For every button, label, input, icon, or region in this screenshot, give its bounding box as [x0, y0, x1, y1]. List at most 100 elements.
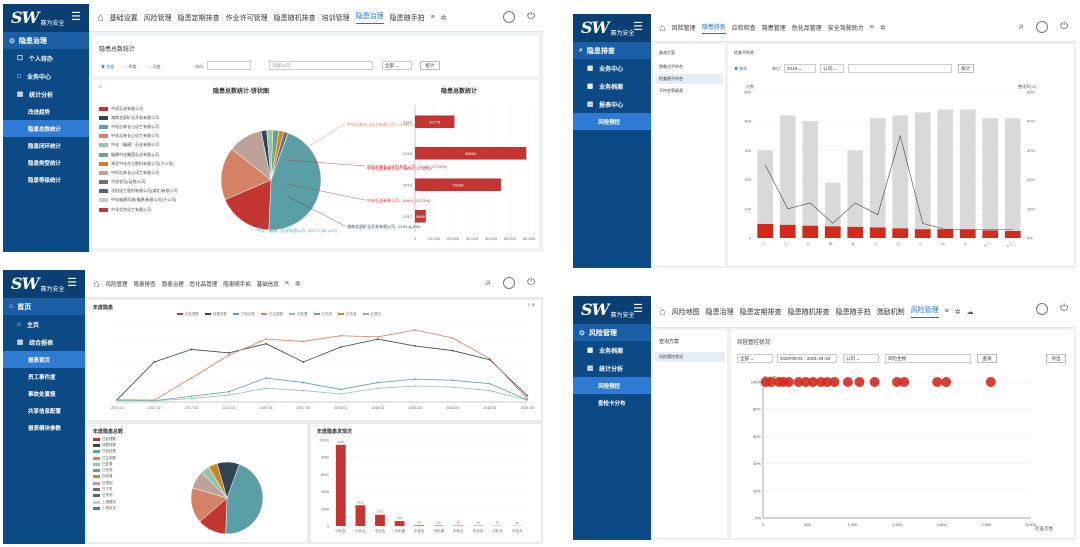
- sidebar-sub[interactable]: 改进趋势: [3, 103, 89, 120]
- power-icon[interactable]: ⏻: [1060, 21, 1068, 32]
- gear-icon[interactable]: ✲: [879, 24, 886, 32]
- org-input[interactable]: [848, 64, 952, 73]
- toolbox-icon[interactable]: ⇩ ⊕: [527, 302, 535, 307]
- radio-year[interactable]: ◉ 按年: [734, 66, 748, 71]
- nav-item[interactable]: 风险管理: [105, 281, 128, 288]
- date-range[interactable]: 2020-09-01 - 2021-04-16: [777, 354, 837, 363]
- sidebar-section[interactable]: ⊙ 风险管理: [573, 324, 651, 341]
- nav-item-active[interactable]: 隐患排查: [701, 22, 726, 34]
- sidebar-sub-active[interactable]: 隐患总数统计: [3, 120, 89, 137]
- legend-item[interactable]: 湖南北部矿业开发有限公司: [99, 113, 178, 122]
- scope-select[interactable]: 全部 ⌄: [382, 61, 412, 70]
- legend-item[interactable]: 中化北京化工有限公司: [99, 205, 178, 214]
- risk-select[interactable]: 风险生物: [885, 354, 971, 363]
- nav-item[interactable]: 隐患排查: [133, 281, 156, 288]
- search-icon[interactable]: ⌕: [1018, 21, 1025, 32]
- sidebar-item[interactable]: ▦ 业务档案: [573, 341, 651, 359]
- more-icon[interactable]: ≡: [869, 24, 874, 31]
- sidebar-item[interactable]: ▤ 统计分析: [573, 359, 651, 377]
- nav-item[interactable]: 应检检查: [731, 26, 756, 32]
- power-icon[interactable]: ⏻: [527, 277, 535, 288]
- legend-item[interactable]: 中科吉林长山化工有限公司: [99, 168, 178, 177]
- sidebar-item[interactable]: ☐ 个人待办: [3, 49, 89, 67]
- legend-item[interactable]: 已下发: [93, 486, 116, 492]
- search-icon[interactable]: ⌕: [485, 277, 492, 288]
- nav-item[interactable]: 安全驾驶助力: [827, 26, 864, 32]
- avatar[interactable]: [503, 11, 516, 23]
- legend-item[interactable]: 中化吉林长山化工有限公司: [99, 122, 178, 131]
- legend-item[interactable]: 沈阳化工股份有限公司(湖北)有限公司: [99, 187, 178, 196]
- legend-item[interactable]: 已关闭: [93, 493, 116, 499]
- sidebar-sub[interactable]: 隐患闭环统计: [3, 137, 89, 154]
- avatar[interactable]: [1036, 21, 1049, 33]
- nav-item[interactable]: 隐患随手拍: [389, 14, 425, 22]
- company-select[interactable]: 公司 ⌄: [820, 64, 844, 73]
- company-select[interactable]: 公司 ⌄: [843, 354, 879, 363]
- sidebar-item[interactable]: ▤ 报表中心: [573, 95, 651, 113]
- legend-item[interactable]: 已处置: [93, 461, 116, 467]
- sidebar-item[interactable]: ▤ 综合报表: [3, 333, 85, 351]
- nav-item[interactable]: 隐患管理: [761, 26, 786, 32]
- sidebar-item[interactable]: □ 业务中心: [3, 67, 89, 85]
- stat-button[interactable]: 统计: [420, 61, 440, 70]
- home-icon[interactable]: ⌂: [97, 11, 104, 24]
- nav-item[interactable]: 隐患随手拍: [835, 308, 871, 316]
- legend-item[interactable]: 待整改数: [93, 442, 116, 448]
- legend-item[interactable]: 待整改数: [205, 312, 227, 316]
- sidebar-sub[interactable]: 事故处置报: [3, 385, 85, 402]
- home-icon[interactable]: ⌂: [659, 305, 666, 318]
- gear-icon[interactable]: ✲: [294, 280, 301, 288]
- nav-item[interactable]: 风险管理: [671, 26, 696, 32]
- menu-icon[interactable]: ☰: [633, 303, 643, 315]
- legend-item[interactable]: 中化石油有限公司: [99, 104, 178, 113]
- nav-item[interactable]: 隐患治理: [705, 308, 734, 316]
- nav-item[interactable]: 风险管理: [143, 14, 172, 22]
- legend-item[interactable]: 已注销数: [93, 455, 116, 461]
- nav-item[interactable]: 隐患随机排查: [273, 14, 316, 22]
- sidebar-sub[interactable]: 共享信息配置: [3, 402, 85, 419]
- legend-item[interactable]: 中化农业(云南)公司: [99, 178, 178, 187]
- sidebar-sub-active[interactable]: 风险预控: [573, 113, 651, 130]
- legend-item[interactable]: 已注销数: [261, 312, 283, 316]
- legend-item[interactable]: 上报安全: [93, 505, 116, 511]
- year-input[interactable]: [207, 61, 251, 70]
- legend-item[interactable]: 已验证数: [93, 449, 116, 455]
- legend-item[interactable]: 中化吉林长山化工有限公司: [99, 132, 178, 141]
- power-icon[interactable]: ⏻: [1060, 303, 1068, 314]
- menu-icon[interactable]: ☰: [71, 11, 81, 23]
- nav-item[interactable]: 作业许可管理: [225, 14, 268, 22]
- legend-item[interactable]: 已处理数: [177, 312, 199, 316]
- more-icon[interactable]: ≡: [430, 14, 435, 21]
- nav-item-active[interactable]: 风险管理: [910, 305, 939, 318]
- nav-item[interactable]: 危化品管理: [791, 26, 822, 32]
- home-icon[interactable]: ⌂: [659, 21, 666, 34]
- query-item[interactable]: 不符合等级表: [659, 88, 683, 93]
- company-select[interactable]: 选择公司: [269, 61, 373, 70]
- legend-item[interactable]: 已处理数: [93, 436, 116, 442]
- radio-month[interactable]: ○ 月度: [149, 64, 161, 69]
- legend-item[interactable]: 已退回: [93, 480, 116, 486]
- more-icon[interactable]: ≡: [284, 280, 289, 287]
- legend-item[interactable]: 已处置: [289, 312, 308, 316]
- query-item-active[interactable]: 检查隐不符合: [655, 74, 723, 84]
- search-button[interactable]: 查询: [977, 354, 997, 363]
- nav-item[interactable]: 培训管理: [321, 14, 350, 22]
- legend-item[interactable]: 已完成: [313, 312, 332, 316]
- sidebar-item[interactable]: ⌂ 主页: [3, 315, 85, 333]
- sidebar-sub[interactable]: 员工事件度: [3, 368, 85, 385]
- sidebar-item[interactable]: ▦ 业务档案: [573, 77, 651, 95]
- legend-item[interactable]: 在查清: [338, 312, 357, 316]
- cloud-icon[interactable]: ☁: [966, 308, 974, 316]
- avatar[interactable]: [503, 277, 516, 289]
- nav-item[interactable]: 隐患随机排查: [787, 308, 830, 316]
- legend-item[interactable]: 已退回: [362, 312, 381, 316]
- gear-icon[interactable]: ✲: [440, 14, 447, 22]
- legend-item[interactable]: 已验证数: [233, 312, 255, 316]
- sidebar-section[interactable]: ⊙ 隐患治理: [3, 32, 89, 49]
- sidebar-sub[interactable]: 查检卡分布: [573, 394, 651, 411]
- legend-item[interactable]: 中化福建资源(福建)有限公司(子公司): [99, 196, 178, 205]
- gear-icon[interactable]: ✲: [954, 308, 961, 316]
- home-icon[interactable]: ⌂: [93, 277, 100, 290]
- nav-item[interactable]: 激励机制: [876, 308, 905, 316]
- query-item[interactable]: 隐患点不符合: [659, 64, 683, 69]
